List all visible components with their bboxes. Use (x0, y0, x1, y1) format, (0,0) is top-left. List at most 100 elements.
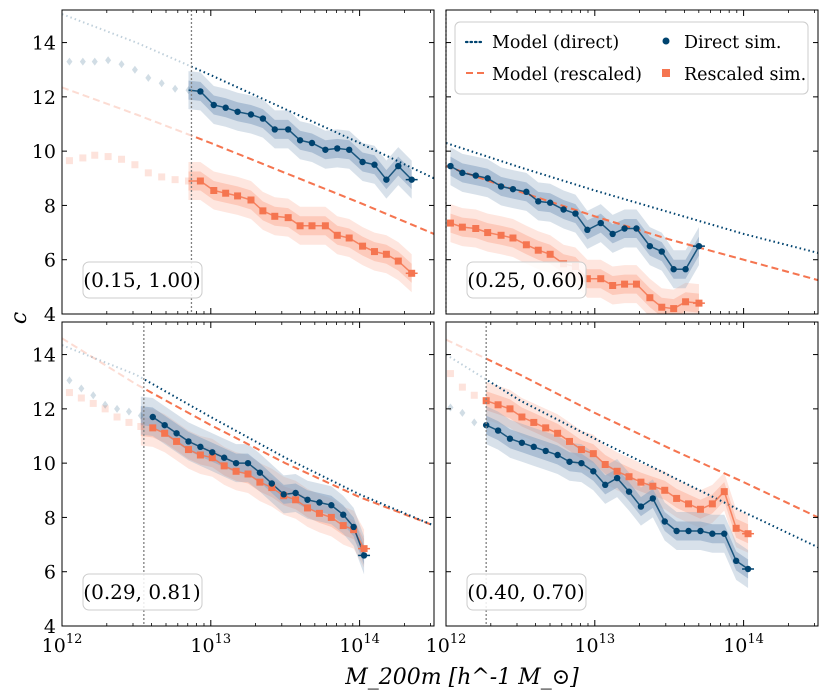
rescaled-sim-point (220, 462, 228, 470)
legend-model-rescaled-label: Model (rescaled) (492, 65, 642, 85)
param-box-3: (0.40, 0.70) (466, 573, 587, 611)
direct-sim-point (646, 242, 654, 250)
rescaled-sim-point (79, 154, 87, 162)
rescaled-sim-point (339, 522, 347, 530)
direct-sim-point (554, 451, 561, 459)
direct-sim-point (145, 73, 152, 82)
direct-sim-point (209, 449, 216, 456)
direct-sim-point (482, 421, 490, 429)
direct-sim-point (584, 226, 591, 234)
y-tick-label: 12 (32, 87, 56, 109)
rescaled-sim-point (658, 303, 666, 311)
rescaled-sim-point (137, 423, 145, 430)
y-tick-label: 4 (44, 616, 56, 638)
rescaled-sim-point (637, 478, 645, 486)
x-tick-label: 1014 (339, 632, 380, 657)
rescaled-sim-point (522, 241, 530, 249)
direct-sim-point (350, 523, 357, 531)
direct-sim-point (244, 459, 252, 467)
y-tick-label: 6 (44, 562, 56, 584)
rescaled-sim-point (208, 454, 216, 462)
rescaled-sim-point (625, 473, 633, 481)
direct-sim-point (114, 404, 121, 413)
rescaled-band-inner (486, 391, 749, 544)
direct-sim-point (328, 502, 335, 509)
direct-sim-point (197, 443, 204, 451)
rescaled-sim-point (394, 257, 402, 265)
rescaled-sim-point (621, 280, 629, 288)
model-rescaled-line (191, 134, 434, 235)
direct-sim-point (383, 176, 390, 183)
rescaled-sim-point (534, 246, 542, 254)
direct-sim-point (625, 488, 633, 495)
direct-sim-point (578, 459, 585, 467)
direct-sim-point (682, 266, 689, 273)
direct-sim-point (459, 169, 466, 177)
rescaled-sim-point (125, 418, 133, 426)
model-rescaled-line (143, 387, 434, 527)
rescaled-sim-point (210, 187, 218, 194)
direct-sim-point (137, 411, 144, 420)
rescaled-sim-point (222, 189, 230, 197)
direct-sim-point (637, 503, 645, 510)
rescaled-sim-point (184, 446, 192, 454)
direct-sim-point (271, 126, 278, 133)
direct-sim-point (566, 458, 573, 465)
rescaled-sim-point (144, 169, 152, 177)
direct-sim-point (546, 199, 554, 206)
direct-sim-point (172, 84, 179, 93)
x-tick-label: 1012 (426, 632, 467, 657)
rescaled-sim-point (315, 509, 323, 517)
rescaled-sim-point (65, 389, 73, 397)
model-direct-line-faded (62, 344, 434, 527)
direct-sim-point (494, 427, 502, 434)
direct-sim-point (280, 491, 287, 498)
rescaled-sim-point (613, 467, 621, 475)
rescaled-sim-point (670, 305, 678, 313)
model-direct-line (446, 142, 818, 254)
rescaled-sim-point (158, 173, 166, 181)
rescaled-sim-point (171, 176, 179, 184)
direct-sim-point (447, 162, 454, 170)
direct-sim-point (697, 527, 704, 535)
plot-area (446, 338, 818, 588)
param-label-3: (0.40, 0.70) (467, 580, 584, 604)
rescaled-sim-point (661, 486, 669, 494)
direct-sim-point (560, 206, 567, 213)
rescaled-sim-point (497, 231, 505, 239)
direct-sim-point (685, 527, 692, 535)
plot-area (446, 142, 818, 314)
direct-sim-point (247, 111, 255, 118)
rescaled-sim-point (296, 222, 304, 230)
direct-sim-point (118, 60, 125, 69)
direct-sim-point (185, 438, 192, 445)
rescaled-sim-point (345, 234, 353, 242)
direct-sim-point (220, 454, 228, 461)
model-direct-line (143, 377, 434, 527)
legend-rescaled-sim-marker (662, 69, 670, 77)
direct-sim-point (649, 495, 657, 502)
direct-sim-point (197, 88, 204, 95)
rescaled-sim-point (542, 424, 550, 432)
x-tick-label: 1012 (42, 632, 83, 657)
rescaled-sim-point (196, 177, 204, 185)
direct-sim-point (497, 183, 505, 190)
legend-model-direct-label: Model (direct) (492, 33, 619, 53)
direct-sim-point (256, 469, 264, 476)
param-box-0: (0.15, 1.00) (82, 261, 203, 299)
rescaled-sim-point (234, 192, 242, 200)
model-direct-line (191, 65, 434, 180)
rescaled-sim-point (566, 437, 574, 445)
rescaled-sim-point (259, 207, 267, 215)
direct-sim-point (661, 518, 668, 525)
rescaled-sim-point (682, 298, 690, 306)
param-label-2: (0.29, 0.81) (83, 580, 200, 604)
direct-sim-point (530, 443, 537, 451)
direct-sim-point (395, 162, 402, 170)
legend-rescaled-sim-label: Rescaled sim. (684, 65, 806, 85)
rescaled-sim-point (321, 222, 329, 230)
direct-sim-point (259, 115, 267, 122)
plot-area (62, 337, 434, 575)
rescaled-sim-point (583, 275, 591, 283)
direct-sim-point (472, 172, 479, 179)
